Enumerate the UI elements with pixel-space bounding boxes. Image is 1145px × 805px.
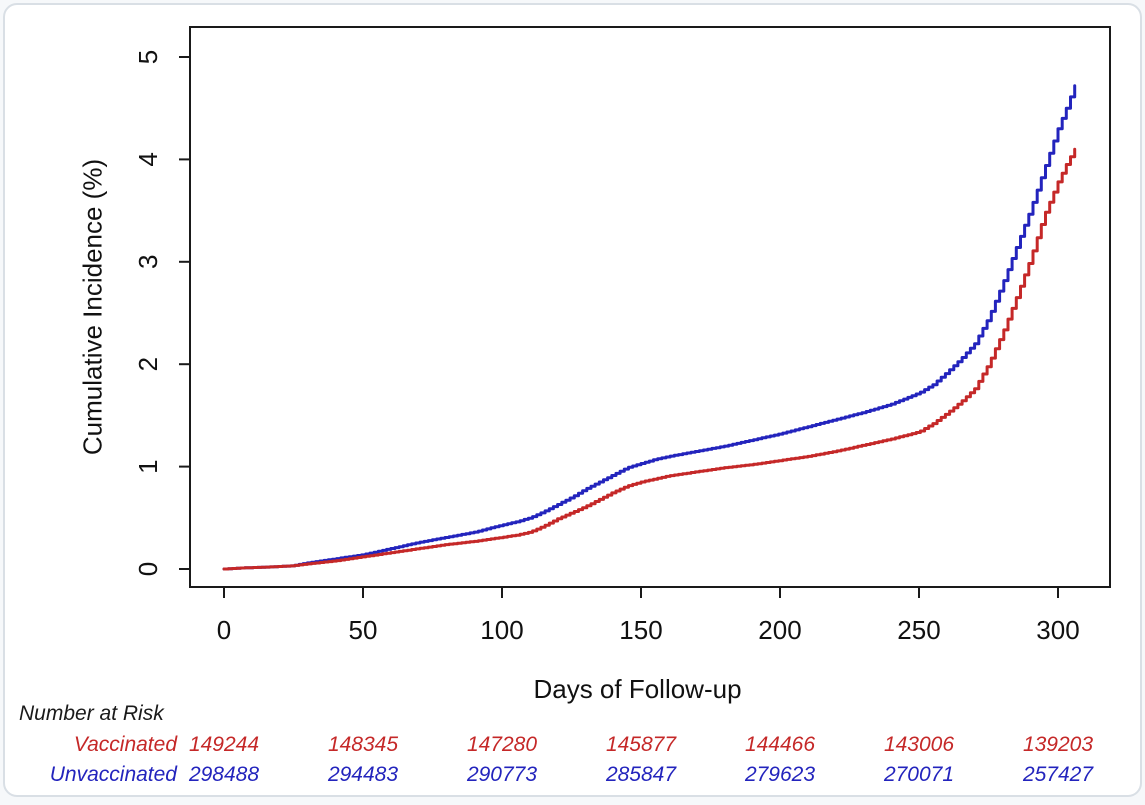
risk-count-unvaccinated-day250: 270071 (883, 763, 955, 786)
risk-count-vaccinated-day0: 149244 (188, 733, 260, 756)
y-tick-label: 3 (133, 255, 163, 269)
risk-row-label-unvaccinated: Unvaccinated (49, 763, 177, 786)
risk-count-vaccinated-day100: 147280 (466, 733, 538, 756)
chart-card: 0 50 100 150 200 250 300 0 1 2 3 4 5 Days of Follow-… (3, 3, 1142, 797)
x-tick-label: 100 (480, 615, 523, 645)
risk-count-unvaccinated-day0: 298488 (188, 763, 260, 786)
risk-count-unvaccinated-day300: 257427 (1022, 763, 1094, 786)
y-tick-label: 4 (133, 152, 163, 166)
y-tick-label: 0 (133, 562, 163, 576)
risk-count-unvaccinated-day100: 290773 (466, 763, 538, 786)
y-tick-label: 2 (133, 357, 163, 371)
risk-count-vaccinated-day200: 144466 (744, 733, 816, 756)
risk-count-vaccinated-day300: 139203 (1022, 733, 1094, 756)
risk-count-vaccinated-day50: 148345 (327, 733, 399, 756)
unvaccinated-curve (222, 84, 1077, 571)
cumulative-incidence-plot: 0 50 100 150 200 250 300 0 1 2 3 4 5 (133, 26, 1111, 645)
risk-count-unvaccinated-day200: 279623 (744, 763, 816, 786)
risk-count-unvaccinated-day50: 294483 (327, 763, 399, 786)
risk-row-label-vaccinated: Vaccinated (73, 733, 177, 756)
risk-count-unvaccinated-day150: 285847 (605, 763, 677, 786)
x-axis-title-text: Days of Follow-up (533, 674, 742, 704)
risk-table-title: Number at Risk (19, 702, 164, 725)
x-tick-label: 150 (619, 615, 662, 645)
plot-box (189, 26, 1111, 588)
y-tick-label: 1 (133, 459, 163, 473)
risk-count-vaccinated-day150: 145877 (605, 733, 677, 756)
x-tick-label: 200 (758, 615, 801, 645)
x-axis-title: Days of Follow-up (5, 674, 1145, 705)
x-tick-label: 0 (217, 615, 231, 645)
risk-table: Number at Risk Vaccinated Unvaccinated 1… (5, 5, 1145, 805)
risk-count-vaccinated-day250: 143006 (883, 733, 955, 756)
vaccinated-curve (222, 147, 1077, 571)
y-tick-label: 5 (133, 50, 163, 64)
x-tick-label: 300 (1036, 615, 1079, 645)
x-tick-label: 250 (897, 615, 940, 645)
x-tick-label: 50 (349, 615, 378, 645)
